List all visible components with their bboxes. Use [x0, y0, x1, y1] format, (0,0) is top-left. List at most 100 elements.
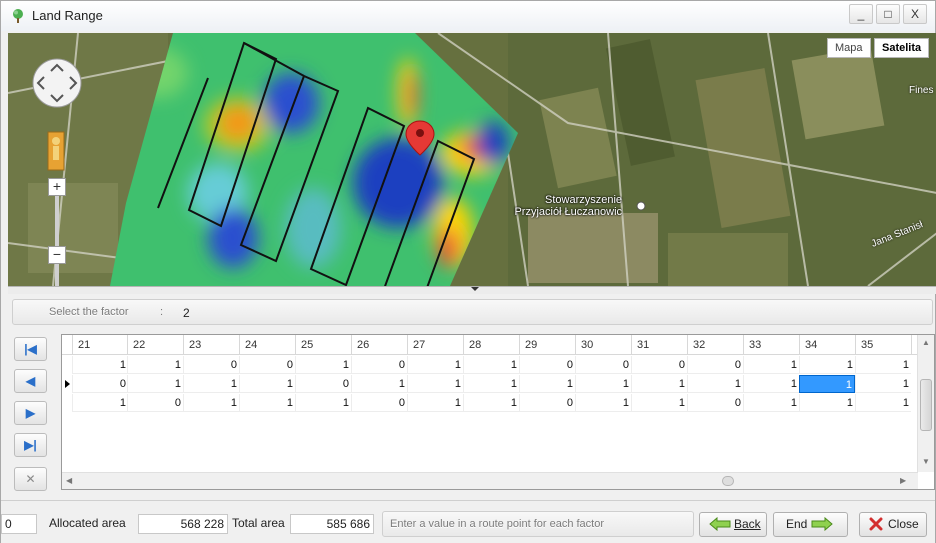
column-header[interactable]: 22 — [127, 335, 183, 355]
grid-cell[interactable]: 0 — [183, 356, 239, 374]
grid-cell[interactable]: 1 — [72, 356, 128, 374]
horizontal-scrollbar[interactable]: ◀ ▶ — [62, 472, 918, 489]
column-header[interactable]: 31 — [631, 335, 687, 355]
grid-cell[interactable]: 0 — [127, 394, 183, 412]
grid-cell[interactable]: 1 — [631, 375, 687, 393]
grid-cell[interactable]: 0 — [519, 394, 575, 412]
vertical-scrollbar[interactable]: ▲ ▼ — [917, 335, 934, 472]
grid-cell[interactable]: 1 — [743, 394, 799, 412]
grid-cell[interactable]: 0 — [575, 356, 631, 374]
grid-cell[interactable]: 0 — [687, 394, 743, 412]
row-header[interactable] — [62, 356, 72, 374]
grid-cell[interactable]: 0 — [519, 356, 575, 374]
grid-cell[interactable]: 1 — [799, 375, 855, 393]
map-type-map-button[interactable]: Mapa — [827, 38, 871, 58]
grid-cell[interactable]: 0 — [72, 375, 128, 393]
column-header[interactable]: 29 — [519, 335, 575, 355]
grid-cell[interactable]: 1 — [575, 394, 631, 412]
grid-cell[interactable]: 1 — [407, 375, 463, 393]
last-record-button[interactable]: ▶| — [14, 433, 47, 457]
first-record-button[interactable]: |◀ — [14, 337, 47, 361]
left-value-field[interactable]: 0 — [1, 514, 37, 534]
grid-cell[interactable]: 1 — [855, 375, 911, 393]
column-header[interactable]: 30 — [575, 335, 631, 355]
grid-cell[interactable]: 1 — [743, 356, 799, 374]
minimize-button[interactable]: _ — [849, 4, 873, 24]
grid-cell[interactable]: 1 — [407, 394, 463, 412]
factor-value[interactable]: 2 — [183, 306, 190, 320]
grid-cell[interactable]: 1 — [575, 375, 631, 393]
grid-cell[interactable]: 0 — [631, 356, 687, 374]
maximize-button[interactable]: □ — [876, 4, 900, 24]
column-header[interactable]: 23 — [183, 335, 239, 355]
grid-cell[interactable]: 1 — [351, 375, 407, 393]
grid-cell[interactable]: 1 — [687, 375, 743, 393]
grid-cell[interactable]: 1 — [295, 394, 351, 412]
grid-cell[interactable]: 1 — [183, 394, 239, 412]
column-header[interactable]: 34 — [799, 335, 855, 355]
grid-cell[interactable]: 1 — [855, 394, 911, 412]
scroll-down-icon[interactable]: ▼ — [922, 457, 930, 466]
grid-cell[interactable]: 1 — [407, 356, 463, 374]
column-header[interactable]: 35 — [855, 335, 911, 355]
back-label: Back — [734, 517, 761, 531]
grid-cell[interactable]: 1 — [295, 356, 351, 374]
grid-cell[interactable]: 1 — [463, 375, 519, 393]
scroll-up-icon[interactable]: ▲ — [922, 338, 930, 347]
grid-cell[interactable]: 1 — [239, 375, 295, 393]
vertical-scroll-thumb[interactable] — [920, 379, 932, 431]
scroll-left-icon[interactable]: ◀ — [66, 476, 73, 485]
grid-cell[interactable]: 1 — [127, 356, 183, 374]
collapse-arrow-icon[interactable] — [471, 287, 479, 291]
grid-cell[interactable]: 1 — [463, 356, 519, 374]
back-button[interactable]: Back — [699, 512, 767, 537]
pegman-icon[interactable] — [48, 132, 64, 170]
prev-record-button[interactable]: ◀ — [14, 369, 47, 393]
grid-cell[interactable]: 1 — [799, 356, 855, 374]
column-header[interactable]: 25 — [295, 335, 351, 355]
satellite-map[interactable]: + − Mapa Satelita Stowarzyszenie Przyjac… — [8, 33, 936, 286]
grid-cell[interactable]: 1 — [183, 375, 239, 393]
grid-cell[interactable]: 0 — [351, 356, 407, 374]
close-button[interactable]: Close — [859, 512, 927, 537]
window-title: Land Range — [32, 8, 103, 23]
close-window-button[interactable]: X — [903, 4, 927, 24]
data-grid[interactable]: 2122232425262728293031323334353 11001011… — [61, 334, 935, 490]
grid-cell[interactable]: 1 — [239, 394, 295, 412]
grid-cell[interactable]: 1 — [72, 394, 128, 412]
map-type-satellite-button[interactable]: Satelita — [874, 38, 930, 58]
grid-cell[interactable]: 1 — [799, 394, 855, 412]
column-header[interactable]: 28 — [463, 335, 519, 355]
row-header[interactable] — [62, 394, 72, 412]
grid-cell[interactable]: 1 — [855, 356, 911, 374]
zoom-out-button[interactable]: − — [48, 246, 66, 264]
scroll-right-icon[interactable]: ▶ — [900, 476, 907, 485]
column-header[interactable]: 24 — [239, 335, 295, 355]
grid-cell[interactable]: 0 — [295, 375, 351, 393]
column-header[interactable]: 32 — [687, 335, 743, 355]
splitter[interactable] — [8, 286, 936, 294]
grid-cell[interactable]: 0 — [239, 356, 295, 374]
delete-record-button[interactable]: ✕ — [14, 467, 47, 491]
column-header[interactable]: 26 — [351, 335, 407, 355]
grid-cell[interactable]: 1 — [519, 375, 575, 393]
zoom-in-button[interactable]: + — [48, 178, 66, 196]
next-record-button[interactable]: ▶ — [14, 401, 47, 425]
row-header[interactable] — [62, 375, 72, 393]
horizontal-scroll-thumb[interactable] — [722, 476, 734, 486]
pan-control-icon[interactable] — [32, 59, 82, 109]
end-button[interactable]: End — [773, 512, 848, 537]
grid-cell[interactable]: 0 — [687, 356, 743, 374]
column-header[interactable]: 27 — [407, 335, 463, 355]
map-marker-icon[interactable] — [406, 121, 434, 155]
grid-cell[interactable]: 1 — [127, 375, 183, 393]
grid-cell[interactable]: 1 — [463, 394, 519, 412]
column-header[interactable]: 33 — [743, 335, 799, 355]
column-header[interactable]: 21 — [72, 335, 128, 355]
grid-cell[interactable]: 1 — [631, 394, 687, 412]
grid-cell[interactable]: 1 — [743, 375, 799, 393]
grid-cell[interactable]: 0 — [351, 394, 407, 412]
